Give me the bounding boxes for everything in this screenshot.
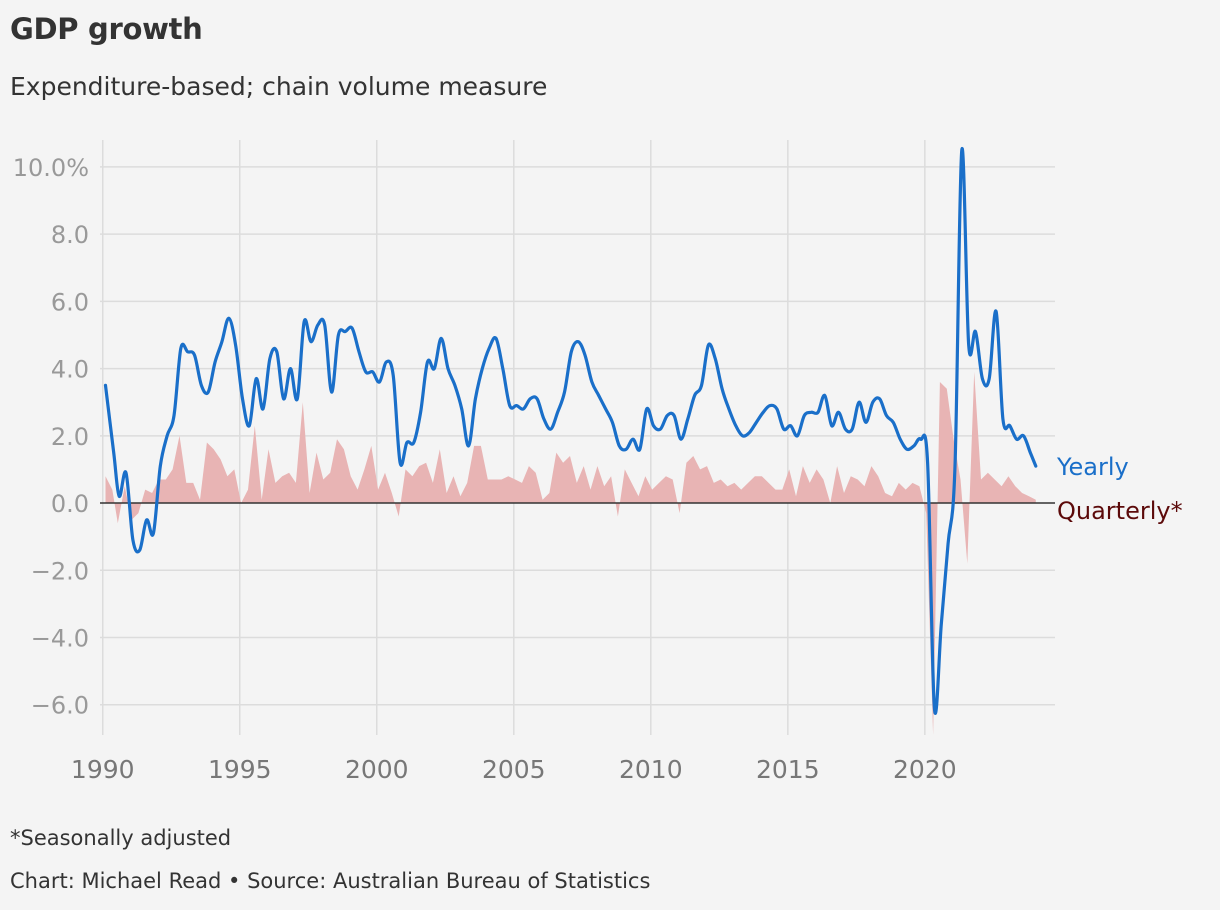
x-tick-label: 1990 xyxy=(71,755,135,784)
source-credit: Chart: Michael Read • Source: Australian… xyxy=(10,869,651,893)
y-tick-label: 2.0 xyxy=(51,423,89,451)
y-tick-label: −4.0 xyxy=(31,625,89,653)
y-tick-label: 8.0 xyxy=(51,221,89,249)
quarterly-series-area xyxy=(105,371,1036,735)
x-tick-label: 2020 xyxy=(893,755,957,784)
x-tick-label: 2005 xyxy=(482,755,546,784)
quarterly-area-layer xyxy=(105,371,1036,735)
y-axis-ticks: 10.0% 8.0 6.0 4.0 2.0 0.0 −2.0 −4.0 −6.0 xyxy=(13,154,89,720)
series-labels: Yearly Quarterly* xyxy=(1056,453,1183,525)
y-tick-label: 4.0 xyxy=(51,356,89,384)
chart-subtitle: Expenditure-based; chain volume measure xyxy=(10,72,548,101)
y-tick-label: 10.0% xyxy=(13,154,89,182)
y-tick-label: 6.0 xyxy=(51,288,89,316)
x-axis-ticks: 1990 1995 2000 2005 2010 2015 2020 xyxy=(71,755,957,784)
yearly-series-line xyxy=(103,147,1038,715)
x-tick-label: 2010 xyxy=(619,755,683,784)
yearly-line-layer xyxy=(103,147,1038,715)
footnote: *Seasonally adjusted xyxy=(10,826,232,850)
chart-title: GDP growth xyxy=(10,12,203,46)
quarterly-series-label: Quarterly* xyxy=(1057,497,1183,525)
x-tick-label: 2000 xyxy=(345,755,409,784)
x-tick-label: 2015 xyxy=(756,755,820,784)
y-tick-label: −2.0 xyxy=(31,557,89,585)
yearly-series-label: Yearly xyxy=(1056,453,1129,481)
y-tick-label: −6.0 xyxy=(31,692,89,720)
x-tick-label: 1995 xyxy=(208,755,272,784)
gridlines xyxy=(100,140,1055,735)
y-tick-label: 0.0 xyxy=(51,490,89,518)
